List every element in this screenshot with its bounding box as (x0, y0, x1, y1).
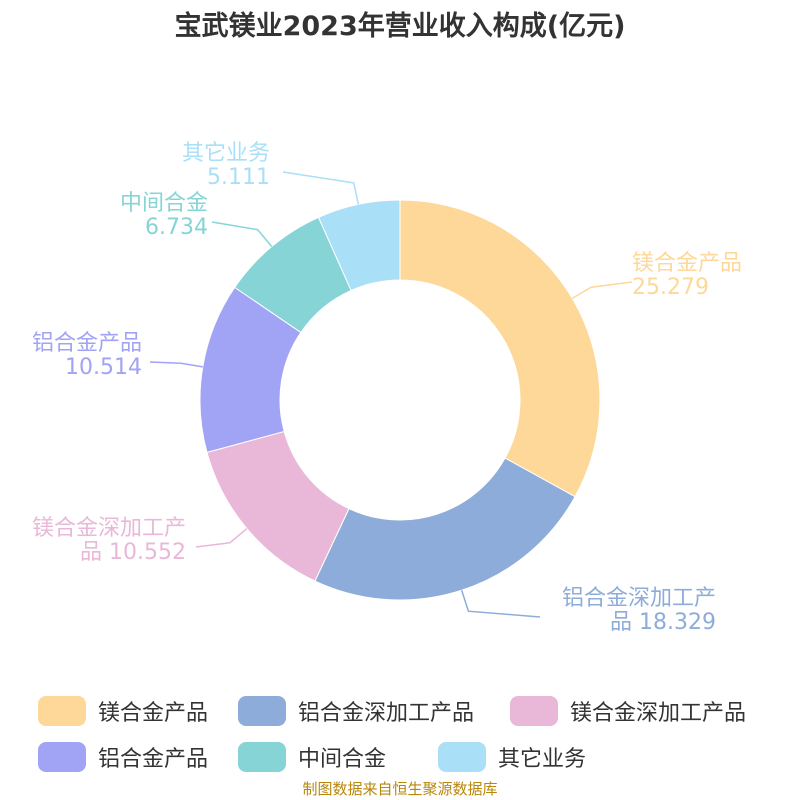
slice-label-line: 铝合金深加工产 (562, 586, 716, 611)
donut-slice[interactable] (314, 457, 576, 601)
slice-label: 铝合金深加工产品 18.329 (562, 586, 716, 635)
legend-item-other[interactable]: 其它业务 (438, 741, 586, 773)
slice-label-line: 中间合金 (120, 191, 208, 216)
donut-chart: 镁合金产品 25.279 铝合金深加工产品 18.329 镁合金深加工产品 10.55… (32, 141, 742, 635)
source-note: 制图数据来自恒生聚源数据库 (302, 780, 498, 798)
slice-label-line: 5.111 (207, 165, 270, 190)
slice-label: 镁合金深加工产品 10.552 (32, 516, 186, 565)
slice-label: 中间合金 6.734 (120, 191, 208, 240)
legend-label: 铝合金产品 (98, 747, 209, 772)
legend-label: 镁合金深加工产品 (570, 701, 747, 726)
legend-swatch (38, 696, 86, 726)
legend-swatch (510, 696, 558, 726)
leader-line (195, 528, 248, 548)
legend-item-al-deep-processing[interactable]: 铝合金深加工产品 (238, 695, 510, 727)
slice-label-line: 10.514 (65, 355, 142, 380)
slice-label-line: 25.279 (632, 275, 709, 300)
legend-item-master-alloy[interactable]: 中间合金 (238, 741, 438, 773)
slice-label: 镁合金产品 25.279 (632, 251, 742, 300)
slice-label-line: 品 10.552 (80, 540, 186, 565)
legend-swatch (438, 742, 486, 772)
donut-slice[interactable] (317, 199, 401, 292)
legend-row: 铝合金产品 中间合金 其它业务 (38, 734, 778, 780)
legend-item-mg-alloy[interactable]: 镁合金产品 (38, 695, 238, 727)
slice-label-line: 铝合金产品 (32, 331, 142, 356)
leader-line (149, 361, 203, 368)
leader-line (282, 171, 360, 205)
legend-label: 镁合金产品 (98, 701, 209, 726)
slice-label-line: 镁合金产品 (632, 251, 742, 276)
slice-label-line: 镁合金深加工产 (32, 516, 186, 541)
leader-line (571, 281, 633, 300)
legend-swatch (238, 696, 286, 726)
slice-label-line: 6.734 (145, 215, 208, 240)
legend-item-mg-deep-processing[interactable]: 镁合金深加工产品 (510, 695, 746, 727)
slice-label: 铝合金产品 10.514 (32, 331, 142, 380)
legend: 镁合金产品 铝合金深加工产品 镁合金深加工产品 铝合金产品 中间合金 其它业务 (38, 688, 778, 780)
legend-label: 其它业务 (498, 747, 587, 772)
legend-row: 镁合金产品 铝合金深加工产品 镁合金深加工产品 (38, 688, 778, 734)
slice-label: 其它业务 5.111 (182, 141, 270, 190)
slice-label-line: 其它业务 (182, 141, 270, 166)
legend-swatch (238, 742, 286, 772)
legend-swatch (38, 742, 86, 772)
legend-item-al-alloy[interactable]: 铝合金产品 (38, 741, 238, 773)
slice-label-line: 品 18.329 (610, 610, 716, 635)
legend-label: 中间合金 (298, 747, 387, 772)
chart-title: 宝武镁业2023年营业收入构成(亿元) (174, 11, 626, 42)
leader-line (211, 221, 273, 248)
donut-slice[interactable] (399, 199, 601, 498)
leader-line (460, 590, 541, 618)
legend-label: 铝合金深加工产品 (298, 701, 475, 726)
